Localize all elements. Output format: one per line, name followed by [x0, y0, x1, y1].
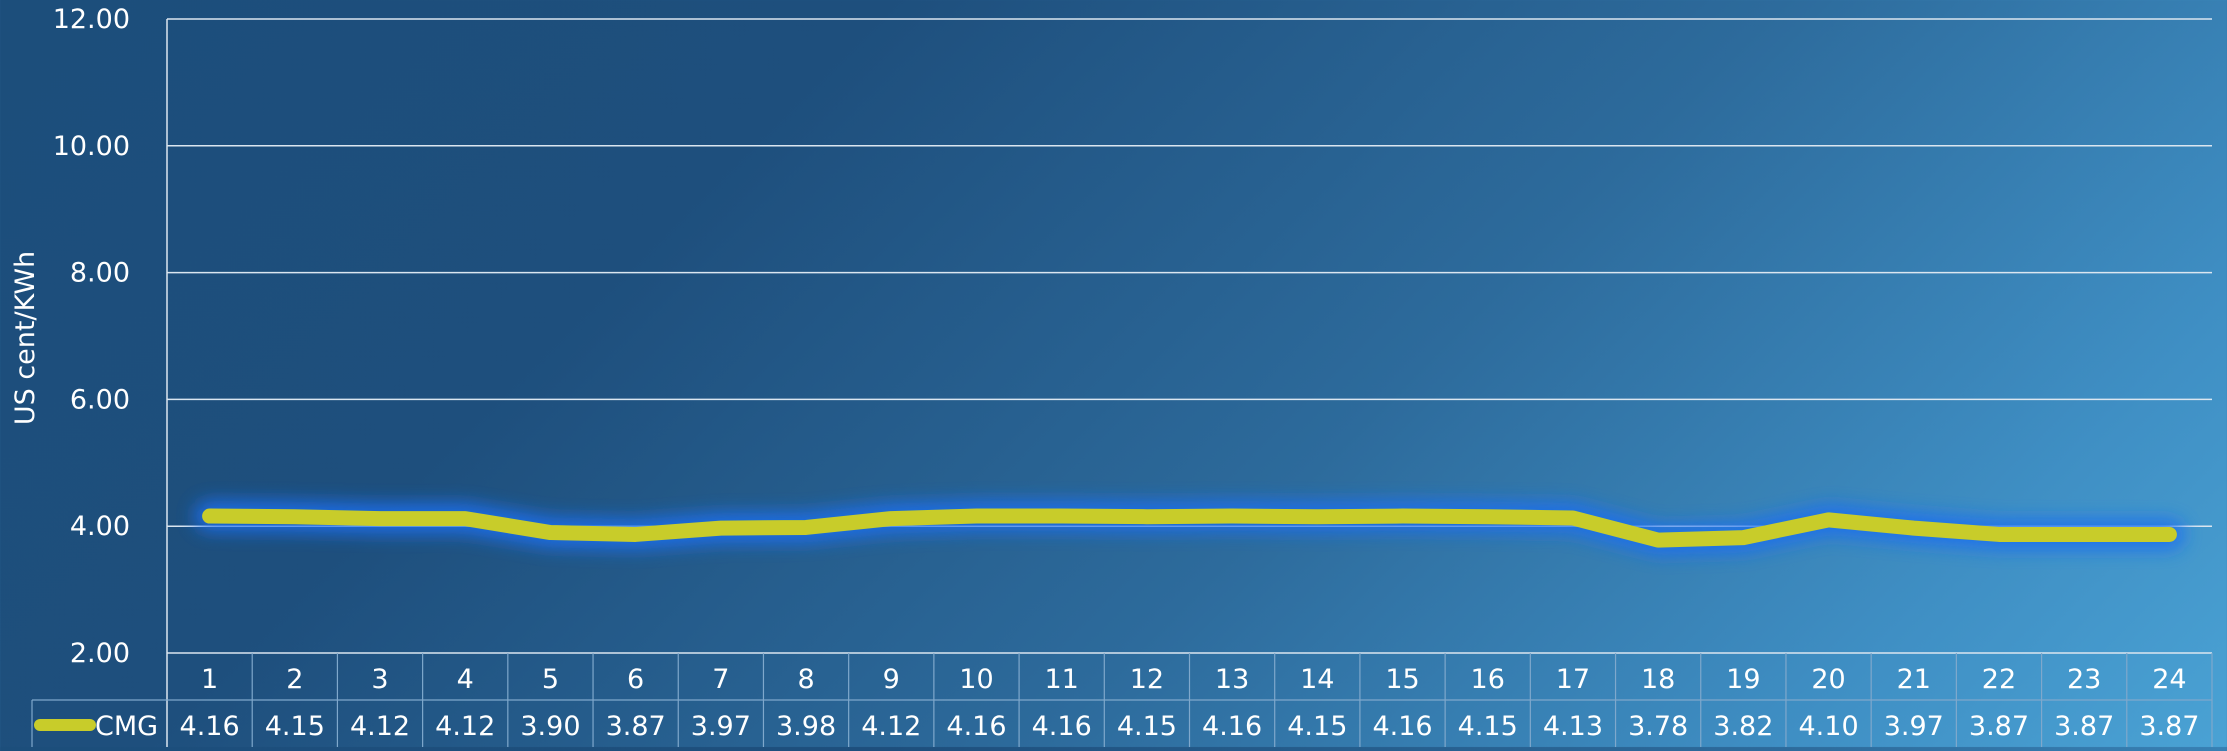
y-tick-label: 4.00 — [70, 511, 130, 542]
x-tick-label: 20 — [1811, 664, 1845, 695]
data-label: 4.15 — [1117, 711, 1177, 742]
legend-label: CMG — [95, 711, 158, 742]
data-label: 3.78 — [1628, 711, 1688, 742]
data-label: 3.87 — [1969, 711, 2029, 742]
data-label: 4.15 — [1458, 711, 1518, 742]
data-label: 3.90 — [520, 711, 580, 742]
x-tick-label: 17 — [1556, 664, 1590, 695]
data-label: 4.12 — [350, 711, 410, 742]
data-label: 4.15 — [1287, 711, 1347, 742]
y-tick-label: 6.00 — [70, 384, 130, 415]
data-label: 3.82 — [1713, 711, 1773, 742]
x-tick-label: 15 — [1385, 664, 1419, 695]
data-label: 4.16 — [180, 711, 240, 742]
x-tick-label: 3 — [371, 664, 388, 695]
x-tick-label: 1 — [201, 664, 218, 695]
data-label: 3.87 — [2139, 711, 2199, 742]
series-line-cmg — [202, 508, 2177, 548]
data-label: 3.87 — [606, 711, 666, 742]
data-label: 4.12 — [435, 711, 495, 742]
x-tick-label: 4 — [457, 664, 474, 695]
data-label: 4.12 — [861, 711, 921, 742]
gridlines — [166, 18, 2212, 747]
data-table: 1 2 3 4 5 6 7 8 9 10 11 12 13 14 15 16 17 18 19 20 21 22 23 24C… — [31, 653, 2213, 747]
x-tick-label: 18 — [1641, 664, 1675, 695]
y-tick-label: 8.00 — [70, 258, 130, 289]
data-label: 4.16 — [1032, 711, 1092, 742]
y-axis-label: US cent/KWh — [10, 251, 41, 425]
y-tick-label: 12.00 — [53, 4, 130, 35]
data-label: 4.15 — [265, 711, 325, 742]
x-tick-label: 10 — [959, 664, 993, 695]
series-line — [194, 501, 2185, 556]
x-tick-label: 2 — [286, 664, 303, 695]
y-tick-label: 2.00 — [70, 638, 130, 669]
data-label: 3.98 — [776, 711, 836, 742]
x-tick-label: 14 — [1300, 664, 1334, 695]
x-tick-label: 7 — [712, 664, 729, 695]
data-label: 4.16 — [1372, 711, 1432, 742]
data-label: 3.87 — [2054, 711, 2114, 742]
x-tick-label: 6 — [627, 664, 644, 695]
data-label: 3.97 — [691, 711, 751, 742]
x-tick-label: 19 — [1726, 664, 1760, 695]
x-tick-label: 16 — [1471, 664, 1505, 695]
x-tick-label: 22 — [1982, 664, 2016, 695]
x-tick-label: 13 — [1215, 664, 1249, 695]
data-label: 3.97 — [1884, 711, 1944, 742]
y-tick-label: 10.00 — [53, 131, 130, 162]
y-axis-ticks: 2.00 4.00 6.00 8.00 10.00 12.00 — [53, 4, 130, 669]
x-tick-label: 12 — [1130, 664, 1164, 695]
x-tick-label: 21 — [1897, 664, 1931, 695]
x-tick-label: 24 — [2152, 664, 2186, 695]
data-label: 4.16 — [1202, 711, 1262, 742]
data-label: 4.16 — [946, 711, 1006, 742]
data-label: 4.13 — [1543, 711, 1603, 742]
x-tick-label: 9 — [883, 664, 900, 695]
x-tick-label: 5 — [542, 664, 559, 695]
x-tick-label: 8 — [797, 664, 814, 695]
x-tick-label: 23 — [2067, 664, 2101, 695]
data-label: 4.10 — [1799, 711, 1859, 742]
x-tick-label: 11 — [1045, 664, 1079, 695]
